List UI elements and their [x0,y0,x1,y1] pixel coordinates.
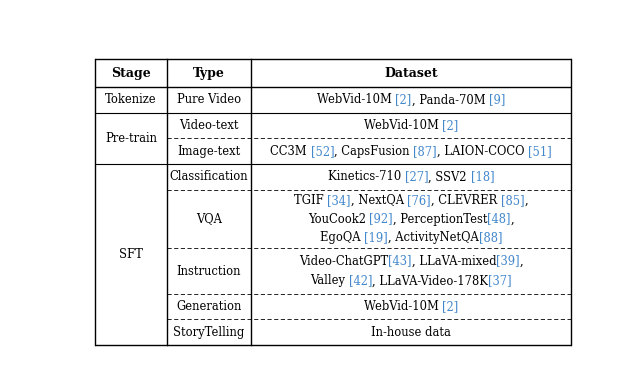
Text: ,: , [511,213,515,226]
Text: CC3M: CC3M [270,145,310,158]
Text: [87]: [87] [413,145,437,158]
Text: [43]: [43] [388,255,412,267]
Text: VQA: VQA [196,213,222,226]
Text: Dataset: Dataset [384,66,438,79]
Text: YouCook2: YouCook2 [308,213,369,226]
Text: Tokenize: Tokenize [105,93,157,106]
Text: Type: Type [193,66,225,79]
Text: [2]: [2] [396,93,412,106]
Text: , LAION-COCO: , LAION-COCO [437,145,528,158]
Text: , CapsFusion: , CapsFusion [334,145,413,158]
Text: In-house data: In-house data [371,326,451,339]
Text: WebVid-10M: WebVid-10M [317,93,396,106]
Text: [76]: [76] [408,194,431,207]
Text: [34]: [34] [327,194,351,207]
Text: [52]: [52] [310,145,334,158]
Text: [48]: [48] [488,213,511,226]
Text: , PerceptionTest: , PerceptionTest [393,213,488,226]
Text: [19]: [19] [364,231,388,244]
Text: , CLEVRER: , CLEVRER [431,194,501,207]
Text: [92]: [92] [369,213,393,226]
Text: , LLaVA-mixed: , LLaVA-mixed [412,255,496,267]
Text: Pre-train: Pre-train [105,132,157,145]
Text: ,: , [525,194,528,207]
Text: [42]: [42] [349,274,372,287]
Text: Classification: Classification [170,170,248,183]
Text: [27]: [27] [405,170,428,183]
Text: Video-text: Video-text [179,119,239,132]
Text: [18]: [18] [470,170,494,183]
Text: , ActivityNetQA: , ActivityNetQA [388,231,479,244]
Text: [2]: [2] [442,119,458,132]
Text: [2]: [2] [442,300,458,313]
Text: [39]: [39] [496,255,520,267]
Text: Image-text: Image-text [177,145,241,158]
Text: SFT: SFT [119,248,143,261]
Text: EgoQA: EgoQA [320,231,364,244]
Text: Instruction: Instruction [177,265,241,278]
Text: , SSV2: , SSV2 [428,170,470,183]
Text: [85]: [85] [501,194,525,207]
Text: ,: , [520,255,524,267]
Text: WebVid-10M: WebVid-10M [364,300,442,313]
Text: Kinetics-710: Kinetics-710 [328,170,405,183]
Text: Stage: Stage [111,66,150,79]
Text: Video-ChatGPT: Video-ChatGPT [299,255,388,267]
Text: [37]: [37] [488,274,512,287]
Text: Generation: Generation [176,300,242,313]
Text: , NextQA: , NextQA [351,194,408,207]
Text: StoryTelling: StoryTelling [173,326,244,339]
Text: WebVid-10M: WebVid-10M [364,119,442,132]
Text: [9]: [9] [489,93,505,106]
Text: , Panda-70M: , Panda-70M [412,93,489,106]
Text: Valley: Valley [310,274,349,287]
Text: Pure Video: Pure Video [177,93,241,106]
Text: TGIF: TGIF [294,194,327,207]
Text: , LLaVA-Video-178K: , LLaVA-Video-178K [372,274,488,287]
Text: [51]: [51] [528,145,552,158]
Text: [88]: [88] [479,231,502,244]
